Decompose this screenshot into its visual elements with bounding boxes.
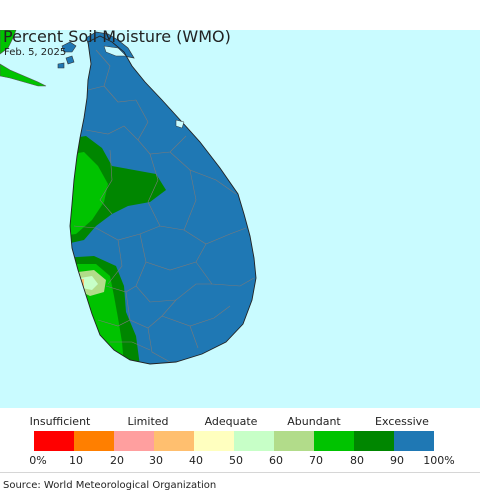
legend-tick: 40: [189, 454, 203, 467]
jaffna-islets: [57, 41, 77, 69]
legend-tick: 30: [149, 454, 163, 467]
legend-category-excessive: Excessive: [375, 415, 429, 428]
legend-swatch-20-30: [114, 431, 154, 451]
source-text: Source: World Meteorological Organizatio…: [3, 480, 217, 491]
legend-tick: 20: [110, 454, 124, 467]
legend-tick: 100%: [423, 454, 455, 467]
legend-swatch-40-50: [194, 431, 234, 451]
legend-tick: 80: [350, 454, 364, 467]
legend-category-adequate: Adequate: [204, 415, 258, 428]
legend-category-insufficient: Insufficient: [29, 415, 91, 428]
legend-tick: 60: [269, 454, 283, 467]
legend-swatch-30-40: [154, 431, 194, 451]
trincomalee-bay: [175, 119, 185, 129]
zone-50-60-colombo: [80, 276, 98, 290]
legend-tick: 10: [69, 454, 83, 467]
india-coast-edge: [0, 63, 47, 87]
legend-swatch-80-90: [354, 431, 394, 451]
legend-color-bar: [34, 431, 434, 451]
legend: Insufficient Limited Adequate Abundant E…: [0, 408, 480, 468]
legend-swatch-60-70: [274, 431, 314, 451]
jaffna-lagoon: [103, 45, 127, 57]
legend-tick: 70: [309, 454, 323, 467]
legend-category-limited: Limited: [127, 415, 169, 428]
source-footer: Source: World Meteorological Organizatio…: [0, 472, 480, 495]
island-coastline: [69, 35, 257, 365]
legend-swatch-70-80: [314, 431, 354, 451]
district-boundaries: [73, 49, 255, 363]
legend-swatch-0-10: [34, 431, 74, 451]
legend-tick: 0%: [29, 454, 47, 467]
legend-swatch-90-100: [394, 431, 434, 451]
legend-swatch-50-60: [234, 431, 274, 451]
india-coast: [0, 30, 17, 55]
map-date: Feb. 5, 2025: [4, 47, 67, 58]
legend-tick: 50: [229, 454, 243, 467]
map-title: Percent Soil Moisture (WMO): [3, 30, 231, 46]
legend-category-abundant: Abundant: [287, 415, 341, 428]
legend-swatch-10-20: [74, 431, 114, 451]
legend-tick: 90: [390, 454, 404, 467]
map-area: Percent Soil Moisture (WMO) Feb. 5, 2025: [0, 30, 480, 408]
soil-moisture-map: [0, 30, 257, 365]
